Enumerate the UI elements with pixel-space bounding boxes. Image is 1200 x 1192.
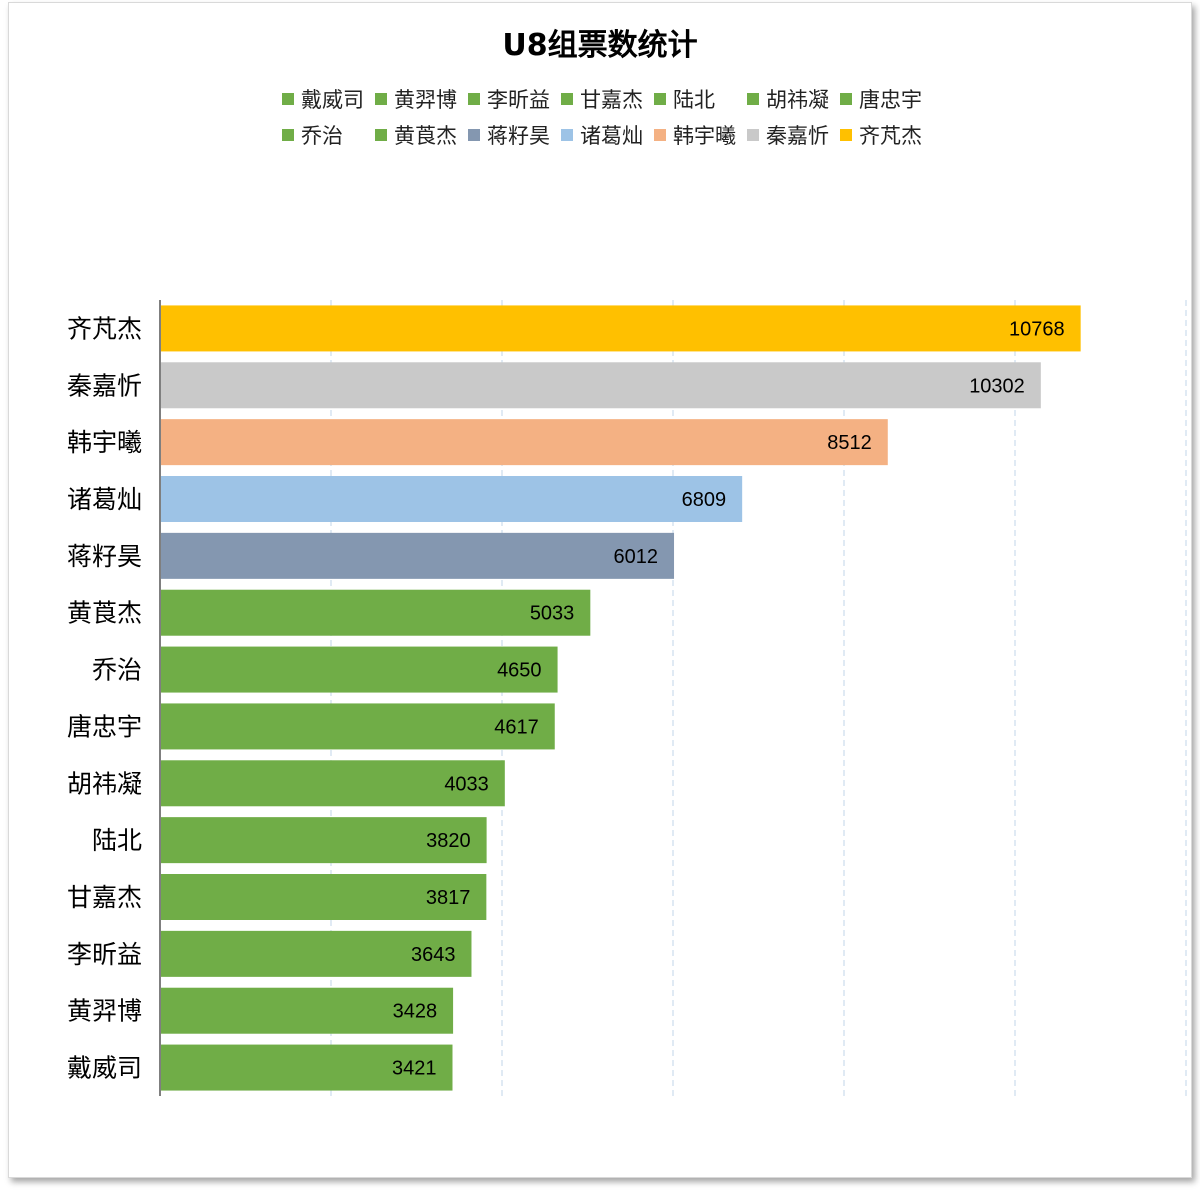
legend-label: 黄莨杰 — [394, 124, 457, 148]
legend-item: 韩宇曦 — [654, 120, 736, 150]
data-label: 3817 — [426, 887, 471, 909]
bar — [160, 532, 675, 579]
data-label: 5033 — [530, 603, 575, 625]
legend-swatch — [840, 93, 852, 105]
chart-title: U8组票数统计 — [502, 28, 698, 63]
legend: 戴威司 黄羿博 李昕益 甘嘉杰 陆北 胡祎凝 唐忠宇乔治 黄莨杰 蒋籽昊 诸葛灿 韩宇曦 秦嘉忻 齐芃杰 — [282, 84, 942, 156]
category-label: 陆北 — [92, 826, 142, 855]
bar — [160, 817, 487, 864]
legend-label: 李昕益 — [487, 88, 550, 112]
legend-label: 韩宇曦 — [673, 124, 736, 148]
data-label: 3421 — [392, 1058, 437, 1080]
legend-label: 陆北 — [673, 88, 715, 112]
category-label: 戴威司 — [67, 1054, 142, 1083]
legend-swatch — [282, 129, 294, 141]
legend-swatch — [747, 129, 759, 141]
category-label: 乔治 — [92, 656, 142, 685]
data-label: 4033 — [444, 773, 489, 795]
category-label: 胡祎凝 — [67, 769, 142, 798]
bar — [160, 305, 1081, 352]
legend-swatch — [654, 129, 666, 141]
bar — [160, 646, 558, 693]
legend-label: 胡祎凝 — [766, 88, 829, 112]
legend-item: 秦嘉忻 — [747, 120, 829, 150]
bar — [160, 987, 454, 1034]
data-label: 3428 — [393, 1001, 438, 1023]
legend-item: 李昕益 — [468, 84, 550, 114]
legend-swatch — [561, 129, 573, 141]
legend-item: 黄莨杰 — [375, 120, 457, 150]
data-label: 4617 — [494, 716, 539, 738]
legend-label: 乔治 — [301, 124, 343, 148]
data-label: 6809 — [682, 489, 727, 511]
category-label: 唐忠宇 — [67, 712, 142, 741]
legend-item: 诸葛灿 — [561, 120, 643, 150]
category-label: 齐芃杰 — [67, 314, 142, 343]
legend-swatch — [747, 93, 759, 105]
legend-item: 乔治 — [282, 120, 343, 150]
legend-item: 甘嘉杰 — [561, 84, 643, 114]
legend-label: 齐芃杰 — [859, 124, 922, 148]
category-label: 李昕益 — [67, 940, 142, 969]
category-label: 蒋籽昊 — [67, 542, 142, 571]
legend-label: 黄羿博 — [394, 88, 457, 112]
legend-swatch — [561, 93, 573, 105]
legend-item: 蒋籽昊 — [468, 120, 550, 150]
legend-swatch — [375, 93, 387, 105]
legend-label: 蒋籽昊 — [487, 124, 550, 148]
legend-label: 唐忠宇 — [859, 88, 922, 112]
bar — [160, 874, 487, 920]
data-label: 4650 — [497, 660, 542, 682]
legend-swatch — [654, 93, 666, 105]
legend-item: 齐芃杰 — [840, 120, 922, 150]
bar — [160, 362, 1041, 409]
data-label: 3643 — [411, 944, 456, 966]
legend-label: 诸葛灿 — [580, 124, 643, 148]
legend-item: 胡祎凝 — [747, 84, 829, 114]
legend-item: 黄羿博 — [375, 84, 457, 114]
data-label: 10768 — [1009, 318, 1065, 340]
legend-item: 戴威司 — [282, 84, 364, 114]
bar — [160, 476, 743, 522]
category-label: 秦嘉忻 — [67, 371, 142, 400]
data-label: 8512 — [827, 432, 872, 454]
legend-swatch — [468, 129, 480, 141]
bar — [160, 930, 472, 977]
legend-label: 甘嘉杰 — [580, 88, 643, 112]
category-label: 甘嘉杰 — [67, 883, 142, 912]
category-label: 诸葛灿 — [67, 485, 142, 514]
legend-swatch — [282, 93, 294, 105]
legend-label: 秦嘉忻 — [766, 124, 829, 148]
bar — [160, 1044, 453, 1091]
data-label: 10302 — [969, 375, 1025, 397]
bar — [160, 760, 505, 807]
bar — [160, 419, 888, 466]
legend-swatch — [468, 93, 480, 105]
legend-item: 唐忠宇 — [840, 84, 922, 114]
legend-label: 戴威司 — [301, 88, 364, 112]
legend-item: 陆北 — [654, 84, 715, 114]
category-label: 韩宇曦 — [67, 428, 142, 457]
category-label: 黄莨杰 — [67, 599, 142, 628]
bar — [160, 703, 555, 750]
data-label: 6012 — [614, 546, 659, 568]
bar — [160, 589, 591, 636]
legend-swatch — [375, 129, 387, 141]
data-label: 3820 — [426, 830, 471, 852]
category-label: 黄羿博 — [67, 997, 142, 1026]
legend-swatch — [840, 129, 852, 141]
